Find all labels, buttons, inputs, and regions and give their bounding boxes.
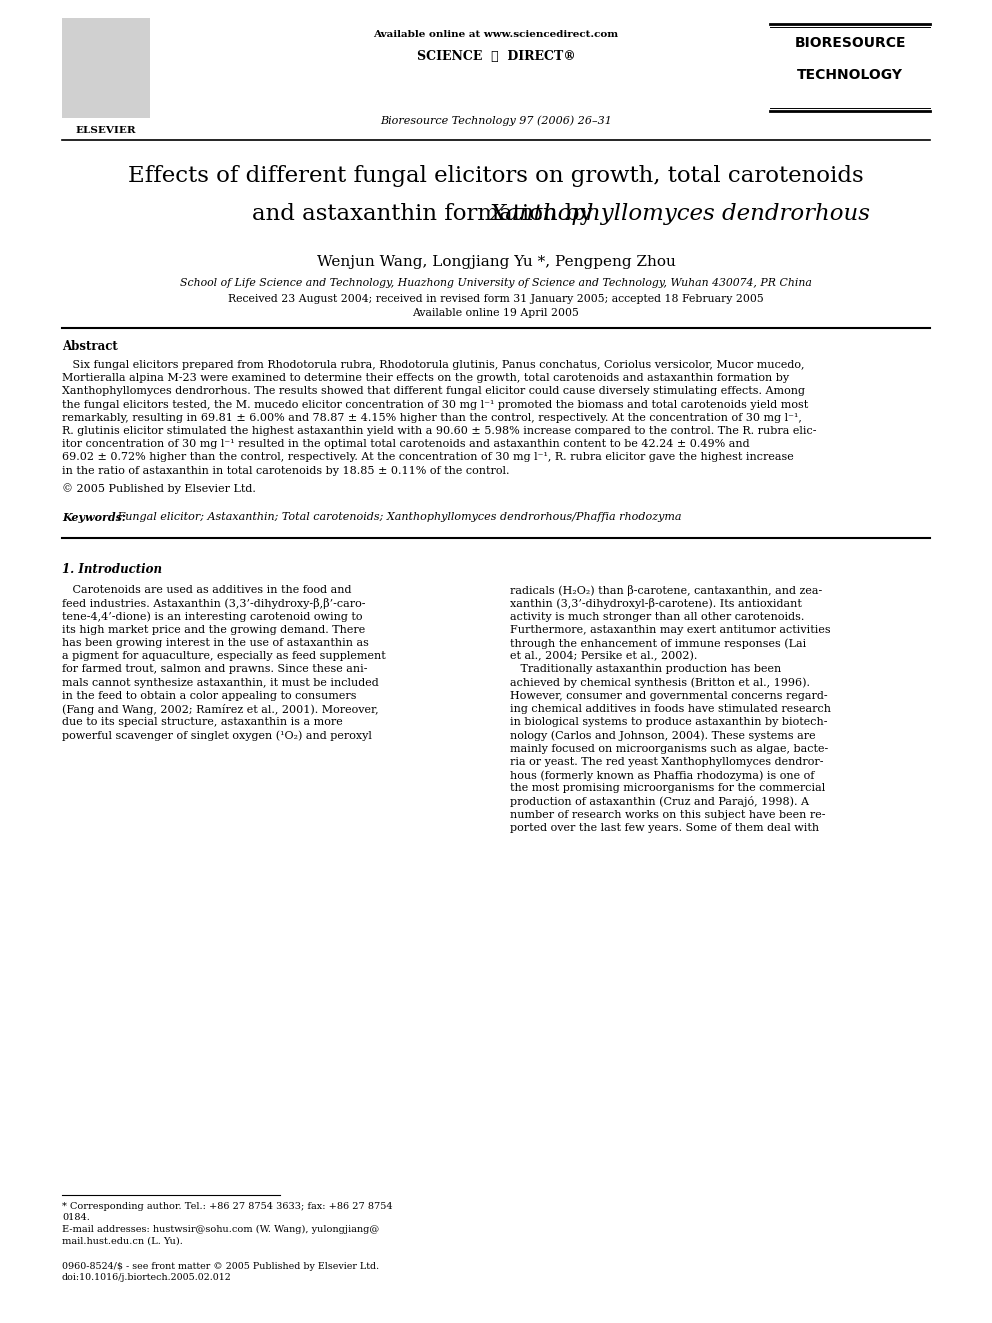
Text: powerful scavenger of singlet oxygen (¹O₂) and peroxyl: powerful scavenger of singlet oxygen (¹O… — [62, 730, 372, 741]
Text: remarkably, resulting in 69.81 ± 6.00% and 78.87 ± 4.15% higher than the control: remarkably, resulting in 69.81 ± 6.00% a… — [62, 413, 802, 423]
Text: its high market price and the growing demand. There: its high market price and the growing de… — [62, 624, 365, 635]
Text: 0960-8524/$ - see front matter © 2005 Published by Elsevier Ltd.: 0960-8524/$ - see front matter © 2005 Pu… — [62, 1262, 379, 1271]
Text: © 2005 Published by Elsevier Ltd.: © 2005 Published by Elsevier Ltd. — [62, 483, 256, 493]
Text: achieved by chemical synthesis (Britton et al., 1996).: achieved by chemical synthesis (Britton … — [510, 677, 810, 688]
Text: due to its special structure, astaxanthin is a more: due to its special structure, astaxanthi… — [62, 717, 343, 728]
Text: TECHNOLOGY: TECHNOLOGY — [797, 67, 903, 82]
Text: number of research works on this subject have been re-: number of research works on this subject… — [510, 810, 825, 820]
Text: SCIENCE  ⓓ  DIRECT®: SCIENCE ⓓ DIRECT® — [417, 50, 575, 64]
Text: 0184.: 0184. — [62, 1213, 90, 1222]
Text: doi:10.1016/j.biortech.2005.02.012: doi:10.1016/j.biortech.2005.02.012 — [62, 1273, 232, 1282]
Text: and astaxanthin formation by: and astaxanthin formation by — [252, 202, 600, 225]
Text: mals cannot synthesize astaxanthin, it must be included: mals cannot synthesize astaxanthin, it m… — [62, 677, 379, 688]
Text: in the feed to obtain a color appealing to consumers: in the feed to obtain a color appealing … — [62, 691, 356, 701]
Text: Xanthophyllomyces dendrorhous: Xanthophyllomyces dendrorhous — [489, 202, 870, 225]
Text: production of astaxanthin (Cruz and Parajó, 1998). A: production of astaxanthin (Cruz and Para… — [510, 796, 809, 807]
Text: ing chemical additives in foods have stimulated research: ing chemical additives in foods have sti… — [510, 704, 831, 714]
Text: Carotenoids are used as additives in the food and: Carotenoids are used as additives in the… — [62, 585, 351, 595]
Text: ria or yeast. The red yeast Xanthophyllomyces dendror-: ria or yeast. The red yeast Xanthophyllo… — [510, 757, 823, 767]
Text: in biological systems to produce astaxanthin by biotech-: in biological systems to produce astaxan… — [510, 717, 827, 728]
Text: Bioresource Technology 97 (2006) 26–31: Bioresource Technology 97 (2006) 26–31 — [380, 115, 612, 126]
Text: ported over the last few years. Some of them deal with: ported over the last few years. Some of … — [510, 823, 819, 833]
Text: a pigment for aquaculture, especially as feed supplement: a pigment for aquaculture, especially as… — [62, 651, 386, 662]
Bar — [62, 19, 150, 118]
Text: activity is much stronger than all other carotenoids.: activity is much stronger than all other… — [510, 611, 805, 622]
Text: for farmed trout, salmon and prawns. Since these ani-: for farmed trout, salmon and prawns. Sin… — [62, 664, 367, 675]
Text: Keywords:: Keywords: — [62, 512, 126, 523]
Text: Mortieralla alpina M-23 were examined to determine their effects on the growth, : Mortieralla alpina M-23 were examined to… — [62, 373, 789, 384]
Text: the fungal elicitors tested, the M. mucedo elicitor concentration of 30 mg l⁻¹ p: the fungal elicitors tested, the M. muce… — [62, 400, 808, 410]
Text: the most promising microorganisms for the commercial: the most promising microorganisms for th… — [510, 783, 825, 794]
Text: in the ratio of astaxanthin in total carotenoids by 18.85 ± 0.11% of the control: in the ratio of astaxanthin in total car… — [62, 466, 510, 475]
Text: BIORESOURCE: BIORESOURCE — [795, 36, 906, 50]
Text: Traditionally astaxanthin production has been: Traditionally astaxanthin production has… — [510, 664, 782, 675]
Text: Wenjun Wang, Longjiang Yu *, Pengpeng Zhou: Wenjun Wang, Longjiang Yu *, Pengpeng Zh… — [316, 255, 676, 269]
Text: Received 23 August 2004; received in revised form 31 January 2005; accepted 18 F: Received 23 August 2004; received in rev… — [228, 294, 764, 304]
Text: 69.02 ± 0.72% higher than the control, respectively. At the concentration of 30 : 69.02 ± 0.72% higher than the control, r… — [62, 452, 794, 463]
Text: * Corresponding author. Tel.: +86 27 8754 3633; fax: +86 27 8754: * Corresponding author. Tel.: +86 27 875… — [62, 1203, 393, 1211]
Text: However, consumer and governmental concerns regard-: However, consumer and governmental conce… — [510, 691, 827, 701]
Text: School of Life Science and Technology, Huazhong University of Science and Techno: School of Life Science and Technology, H… — [181, 278, 811, 288]
Text: mail.hust.edu.cn (L. Yu).: mail.hust.edu.cn (L. Yu). — [62, 1237, 183, 1245]
Text: mainly focused on microorganisms such as algae, bacte-: mainly focused on microorganisms such as… — [510, 744, 828, 754]
Text: Abstract: Abstract — [62, 340, 118, 353]
Text: tene-4,4’-dione) is an interesting carotenoid owing to: tene-4,4’-dione) is an interesting carot… — [62, 611, 362, 622]
Text: through the enhancement of immune responses (Lai: through the enhancement of immune respon… — [510, 638, 806, 648]
Text: feed industries. Astaxanthin (3,3’-dihydroxy-β,β’-caro-: feed industries. Astaxanthin (3,3’-dihyd… — [62, 598, 365, 610]
Text: 1. Introduction: 1. Introduction — [62, 564, 162, 577]
Text: Available online at www.sciencedirect.com: Available online at www.sciencedirect.co… — [373, 30, 619, 38]
Text: et al., 2004; Persike et al., 2002).: et al., 2004; Persike et al., 2002). — [510, 651, 697, 662]
Text: Xanthophyllomyces dendrorhous. The results showed that different fungal elicitor: Xanthophyllomyces dendrorhous. The resul… — [62, 386, 805, 397]
Text: itor concentration of 30 mg l⁻¹ resulted in the optimal total carotenoids and as: itor concentration of 30 mg l⁻¹ resulted… — [62, 439, 750, 450]
Text: Effects of different fungal elicitors on growth, total carotenoids: Effects of different fungal elicitors on… — [128, 165, 864, 187]
Text: (Fang and Wang, 2002; Ramírez et al., 2001). Moreover,: (Fang and Wang, 2002; Ramírez et al., 20… — [62, 704, 379, 714]
Text: hous (formerly known as Phaffia rhodozyma) is one of: hous (formerly known as Phaffia rhodozym… — [510, 770, 814, 781]
Text: Furthermore, astaxanthin may exert antitumor activities: Furthermore, astaxanthin may exert antit… — [510, 624, 830, 635]
Text: Available online 19 April 2005: Available online 19 April 2005 — [413, 308, 579, 318]
Text: Fungal elicitor; Astaxanthin; Total carotenoids; Xanthophyllomyces dendrorhous/P: Fungal elicitor; Astaxanthin; Total caro… — [114, 512, 682, 521]
Text: ELSEVIER: ELSEVIER — [75, 126, 136, 135]
Text: xanthin (3,3’-dihydroxyl-β-carotene). Its antioxidant: xanthin (3,3’-dihydroxyl-β-carotene). It… — [510, 598, 802, 610]
Text: nology (Carlos and Johnson, 2004). These systems are: nology (Carlos and Johnson, 2004). These… — [510, 730, 815, 741]
Text: radicals (H₂O₂) than β-carotene, cantaxanthin, and zea-: radicals (H₂O₂) than β-carotene, cantaxa… — [510, 585, 822, 597]
Text: has been growing interest in the use of astaxanthin as: has been growing interest in the use of … — [62, 638, 369, 648]
Text: E-mail addresses: hustwsir@sohu.com (W. Wang), yulongjiang@: E-mail addresses: hustwsir@sohu.com (W. … — [62, 1225, 379, 1234]
Text: Six fungal elicitors prepared from Rhodotorula rubra, Rhodotorula glutinis, Panu: Six fungal elicitors prepared from Rhodo… — [62, 360, 805, 370]
Text: R. glutinis elicitor stimulated the highest astaxanthin yield with a 90.60 ± 5.9: R. glutinis elicitor stimulated the high… — [62, 426, 816, 437]
